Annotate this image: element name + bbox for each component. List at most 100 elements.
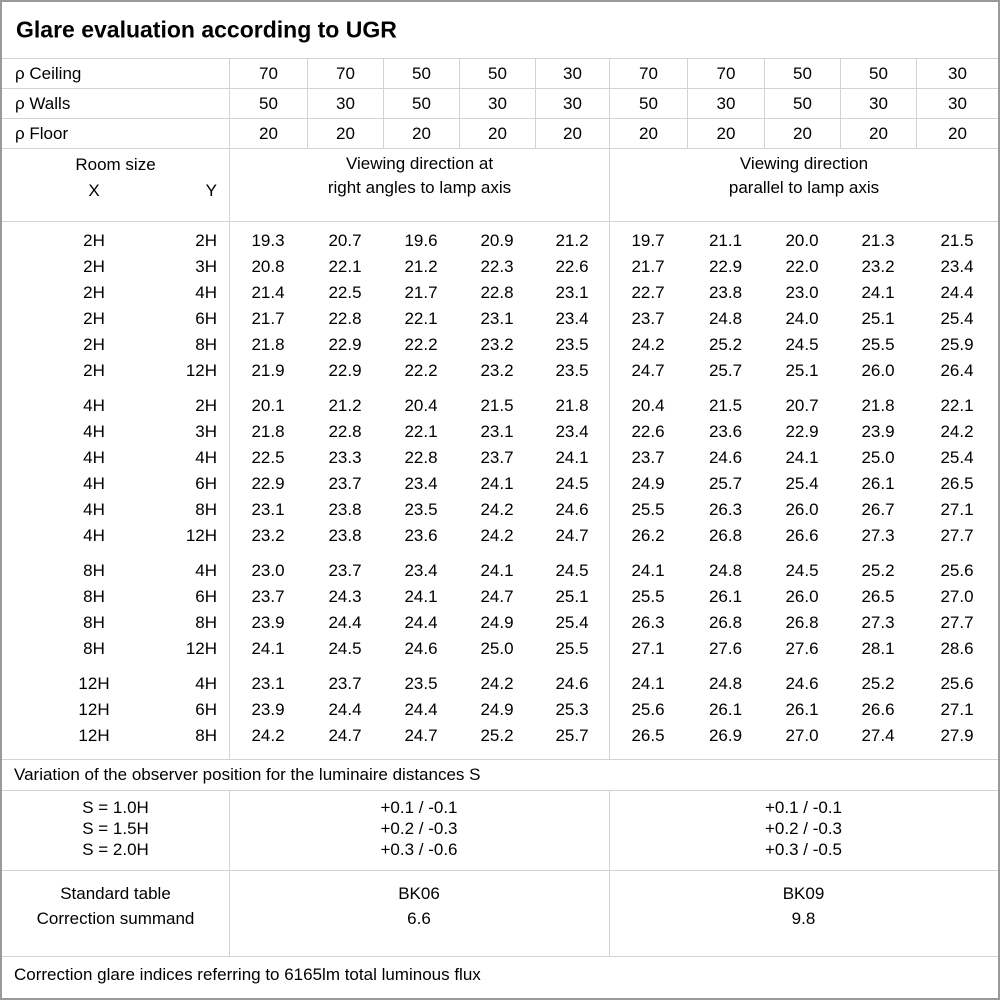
reflectance-value: 20 xyxy=(229,119,307,148)
ugr-value: 20.1 xyxy=(251,396,285,415)
room-size-y-value: 2H xyxy=(195,231,217,250)
ugr-data-row: 2H 2H 19.3 20.7 19.6 20.9 21.2 19.7 21.1 20.0 21.3… xyxy=(2,228,998,254)
ugr-value: 24.6 xyxy=(404,639,438,658)
ugr-value: 23.4 xyxy=(555,422,589,441)
ugr-value: 22.0 xyxy=(785,257,819,276)
ugr-data-row: 4H 3H 21.8 22.8 22.1 23.1 23.4 22.6 23.6 22.9 23.9… xyxy=(2,419,998,445)
ugr-value: 24.5 xyxy=(555,474,589,493)
room-size-y-value: 4H xyxy=(195,561,217,580)
room-size-x-value: 8H xyxy=(83,587,105,606)
page-title: Glare evaluation according to UGR xyxy=(16,16,397,43)
ugr-data-row: 12H 4H 23.1 23.7 23.5 24.2 24.6 24.1 24.8 24.6 25.… xyxy=(2,671,998,697)
observer-variation-block: S = 1.0H +0.1 / -0.1 +0.1 / -0.1 S = 1.5… xyxy=(2,791,998,871)
reflectance-value: 20 xyxy=(307,119,383,148)
ugr-value: 26.1 xyxy=(708,700,743,719)
room-size-x-value: 4H xyxy=(83,474,105,493)
ugr-value: 23.8 xyxy=(328,526,362,545)
ugr-value: 24.6 xyxy=(555,500,589,519)
ugr-value: 27.9 xyxy=(940,726,974,745)
ugr-data-row: 8H 8H 23.9 24.4 24.4 24.9 25.4 26.3 26.8 26.8 27.3… xyxy=(2,610,998,636)
ugr-value: 24.2 xyxy=(940,422,974,441)
ugr-value: 23.7 xyxy=(631,448,665,467)
standard-table-label: Standard table xyxy=(60,884,171,903)
ugr-value: 26.1 xyxy=(861,474,895,493)
ugr-data-row: 2H 4H 21.4 22.5 21.7 22.8 23.1 22.7 23.8 23.0 24.1… xyxy=(2,280,998,306)
ugr-value: 26.6 xyxy=(785,526,819,545)
ugr-value: 27.0 xyxy=(940,587,974,606)
grid-line xyxy=(609,222,610,759)
ugr-value: 23.8 xyxy=(708,283,743,302)
ugr-value: 23.4 xyxy=(555,309,589,328)
section-header-right-angles: Viewing direction at right angles to lam… xyxy=(229,148,609,221)
reflectance-row-label: ρ Ceiling xyxy=(15,64,82,83)
room-size-x-value: 8H xyxy=(83,613,105,632)
reflectance-value: 50 xyxy=(609,89,687,118)
standard-table-block: Standard table BK06 BK09 Correction summ… xyxy=(2,871,998,957)
ugr-value: 27.3 xyxy=(861,526,895,545)
reflectance-row: ρ Walls 50 30 50 30 30 50 30 50 30 30 xyxy=(2,89,998,119)
ugr-value: 24.6 xyxy=(708,448,743,467)
ugr-value: 23.4 xyxy=(404,474,438,493)
reflectance-value: 70 xyxy=(609,59,687,88)
ugr-data-row: 8H 12H 24.1 24.5 24.6 25.0 25.5 27.1 27.6 27.6 28.… xyxy=(2,636,998,662)
ugr-value: 21.8 xyxy=(861,396,895,415)
ugr-value: 23.2 xyxy=(480,335,514,354)
reflectance-value: 30 xyxy=(687,89,764,118)
ugr-value: 24.0 xyxy=(785,309,819,328)
reflectance-value: 20 xyxy=(687,119,764,148)
room-size-block: 8H 4H 23.0 23.7 23.4 24.1 24.5 24.1 24.8 24.5 25.2… xyxy=(2,558,998,662)
ugr-value: 19.3 xyxy=(251,231,285,250)
variation-value-right-angles: +0.2 / -0.3 xyxy=(380,819,458,838)
variation-value-parallel: +0.2 / -0.3 xyxy=(764,819,843,838)
ugr-value: 26.4 xyxy=(940,361,974,380)
ugr-value: 24.1 xyxy=(555,448,589,467)
ugr-value: 26.8 xyxy=(708,526,743,545)
ugr-value: 23.7 xyxy=(328,561,362,580)
title-band: Glare evaluation according to UGR xyxy=(2,2,998,58)
ugr-value: 27.4 xyxy=(861,726,895,745)
reflectance-value: 70 xyxy=(687,59,764,88)
ugr-value: 24.7 xyxy=(555,526,589,545)
reflectance-value: 50 xyxy=(764,59,840,88)
reflectance-value: 30 xyxy=(840,89,916,118)
ugr-value: 24.5 xyxy=(785,335,819,354)
ugr-value: 26.0 xyxy=(785,587,819,606)
ugr-value: 21.8 xyxy=(251,335,285,354)
ugr-data-row: 4H 4H 22.5 23.3 22.8 23.7 24.1 23.7 24.6 24.1 25.0… xyxy=(2,445,998,471)
ugr-value: 27.7 xyxy=(940,526,974,545)
room-size-y-value: 4H xyxy=(195,283,217,302)
ugr-value: 20.7 xyxy=(785,396,819,415)
room-size-y-value: 8H xyxy=(195,500,217,519)
ugr-value: 23.9 xyxy=(251,613,285,632)
reflectance-value: 20 xyxy=(764,119,840,148)
reflectance-table: ρ Ceiling 70 70 50 50 30 70 70 50 50 30 ρ Walls 50 30… xyxy=(2,58,998,149)
ugr-value: 19.7 xyxy=(631,231,665,250)
ugr-value: 21.4 xyxy=(251,283,285,302)
ugr-value: 23.7 xyxy=(328,674,362,693)
ugr-data-row: 2H 12H 21.9 22.9 22.2 23.2 23.5 24.7 25.7 25.1 26.… xyxy=(2,358,998,384)
ugr-value: 21.1 xyxy=(708,231,743,250)
ugr-data-row: 2H 6H 21.7 22.8 22.1 23.1 23.4 23.7 24.8 24.0 25.1… xyxy=(2,306,998,332)
reflectance-value: 30 xyxy=(307,89,383,118)
ugr-value: 23.7 xyxy=(480,448,514,467)
reflectance-value: 20 xyxy=(459,119,535,148)
ugr-value: 27.1 xyxy=(631,639,665,658)
ugr-value: 25.6 xyxy=(940,561,974,580)
ugr-value: 24.7 xyxy=(328,726,362,745)
ugr-value: 24.9 xyxy=(480,613,514,632)
ugr-value: 24.4 xyxy=(940,283,974,302)
room-size-y-value: 3H xyxy=(195,422,217,441)
reflectance-value: 50 xyxy=(383,89,459,118)
ugr-data-row: 12H 8H 24.2 24.7 24.7 25.2 25.7 26.5 26.9 27.0 27.… xyxy=(2,723,998,749)
ugr-value: 24.9 xyxy=(480,700,514,719)
ugr-value: 21.5 xyxy=(940,231,974,250)
ugr-value: 25.7 xyxy=(708,474,743,493)
ugr-value: 22.8 xyxy=(480,283,514,302)
ugr-value: 23.5 xyxy=(404,674,438,693)
room-size-x-value: 4H xyxy=(83,396,105,415)
ugr-value: 24.4 xyxy=(328,700,362,719)
reflectance-value: 30 xyxy=(459,89,535,118)
ugr-value: 25.6 xyxy=(940,674,974,693)
ugr-value: 21.3 xyxy=(861,231,895,250)
